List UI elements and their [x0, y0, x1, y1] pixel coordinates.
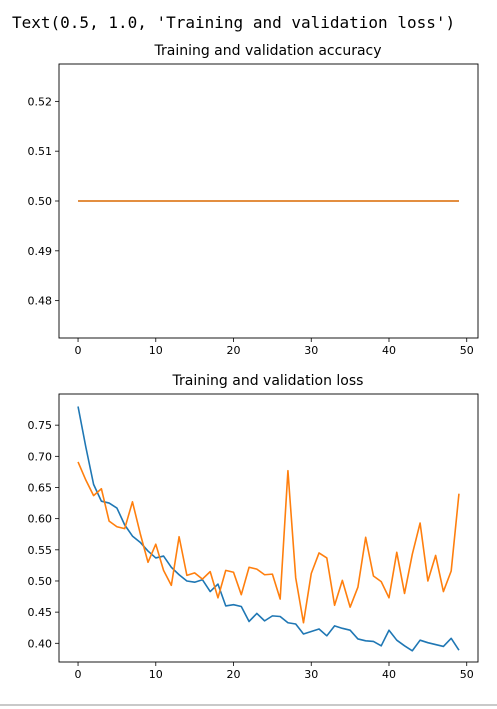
accuracy-ytick-label: 0.52: [28, 95, 53, 108]
loss-series-training-line: [77, 406, 460, 652]
accuracy-ytick-label: 0.48: [28, 295, 53, 308]
loss-ytick-label: 0.70: [28, 450, 53, 463]
cell-output-text: Text(0.5, 1.0, 'Training and validation …: [12, 13, 456, 32]
loss-ytick-label: 0.60: [28, 513, 53, 526]
loss-ytick-label: 0.40: [28, 637, 53, 650]
loss-chart-title: Training and validation loss: [172, 373, 364, 389]
loss-ytick-label: 0.55: [28, 544, 53, 557]
cell-bottom-divider: [0, 704, 497, 706]
loss-ytick-label: 0.50: [28, 575, 53, 588]
loss-plot-frame: [58, 393, 479, 663]
loss-xtick-label: 40: [382, 668, 396, 681]
accuracy-ytick-label: 0.51: [28, 145, 53, 158]
accuracy-ytick-label: 0.49: [28, 245, 53, 258]
loss-ytick-label: 0.45: [28, 606, 53, 619]
loss-xtick-label: 20: [227, 668, 241, 681]
loss-ytick-label: 0.65: [28, 481, 53, 494]
accuracy-ytick-label: 0.50: [28, 195, 53, 208]
loss-xtick-label: 10: [149, 668, 163, 681]
accuracy-xtick-label: 10: [149, 344, 163, 357]
accuracy-xtick-label: 20: [227, 344, 241, 357]
accuracy-xtick-label: 30: [304, 344, 318, 357]
accuracy-chart-title: Training and validation accuracy: [153, 43, 381, 59]
accuracy-xtick-label: 0: [75, 344, 82, 357]
loss-xtick-label: 50: [460, 668, 474, 681]
loss-series-validation-line: [77, 461, 460, 624]
loss-xtick-label: 30: [304, 668, 318, 681]
loss-ytick-label: 0.75: [28, 419, 53, 432]
accuracy-chart: Training and validation accuracy 0 10 20 30…: [28, 43, 479, 357]
loss-chart: Training and validation loss 0 10 20 30 40 50…: [28, 373, 479, 681]
accuracy-xtick-label: 50: [460, 344, 474, 357]
loss-xtick-label: 0: [75, 668, 82, 681]
accuracy-xtick-label: 40: [382, 344, 396, 357]
